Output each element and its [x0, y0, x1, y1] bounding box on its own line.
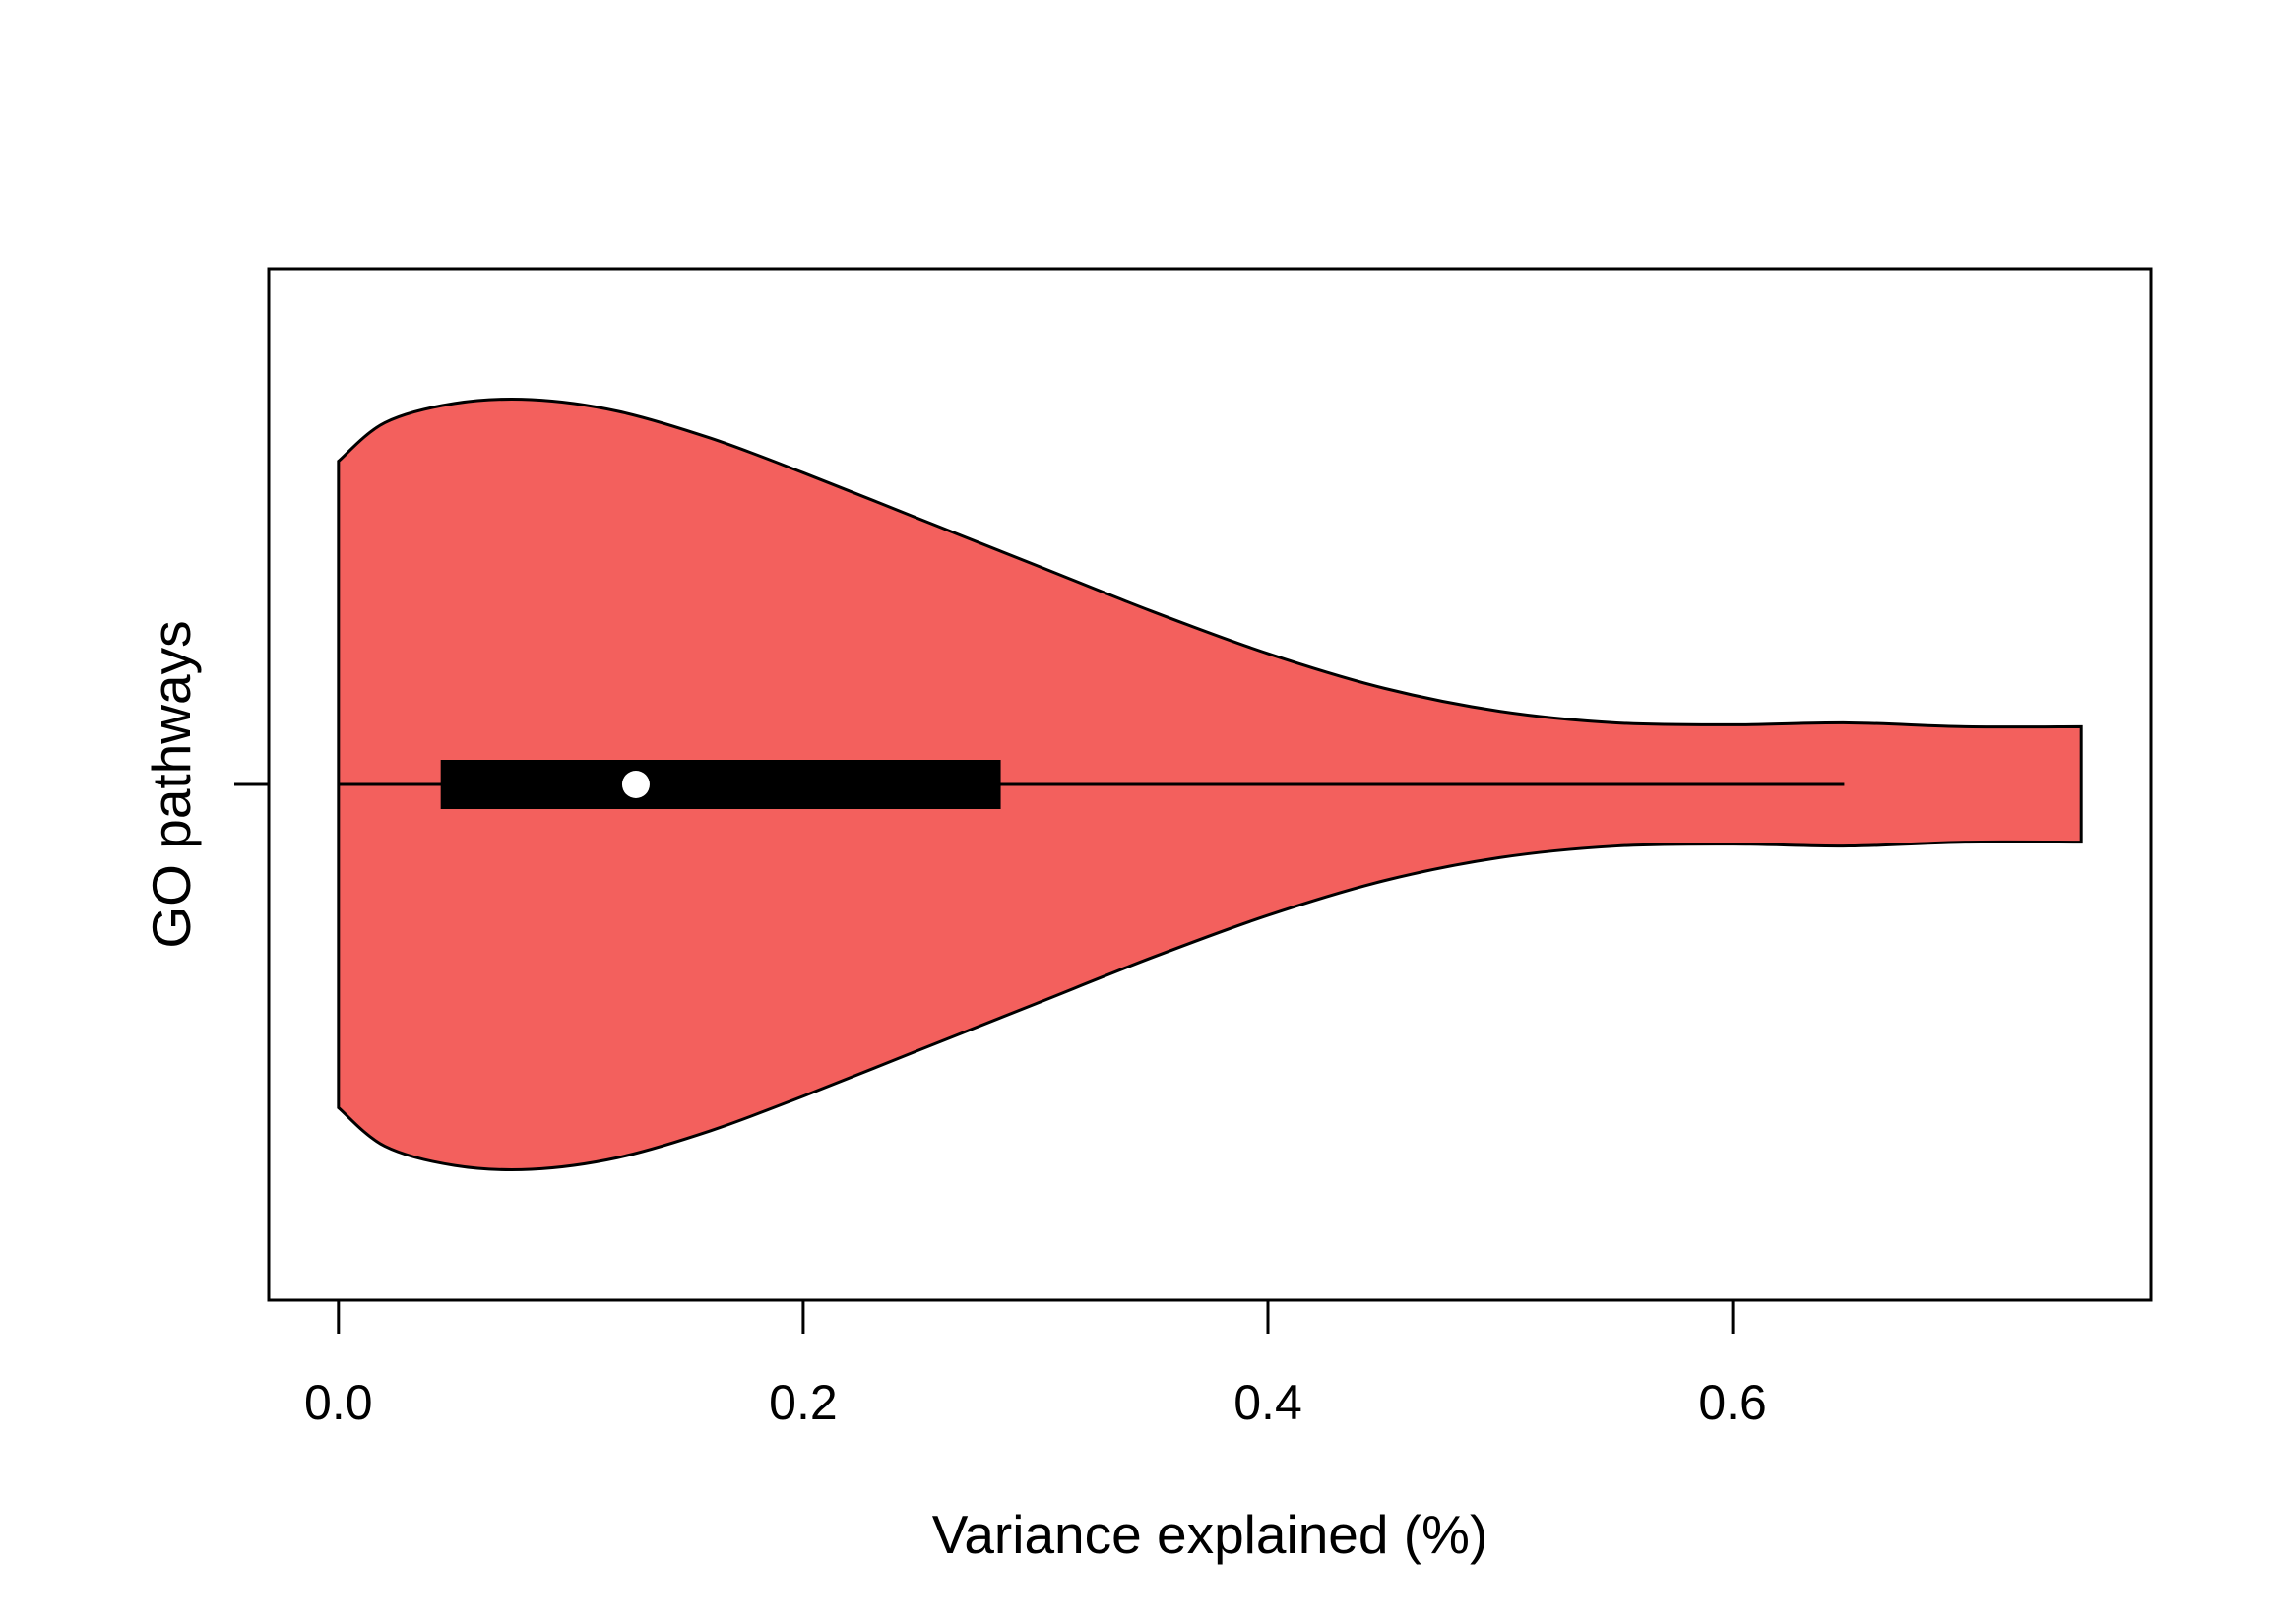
x-tick-label: 0.4 [1233, 1375, 1302, 1430]
x-tick-label: 0.2 [769, 1375, 838, 1430]
x-axis-label: Variance explained (%) [932, 1504, 1488, 1565]
x-tick-label: 0.0 [304, 1375, 373, 1430]
violin-layer [337, 398, 2083, 1171]
median-marker [621, 771, 650, 798]
x-tick-label: 0.6 [1698, 1375, 1767, 1430]
iqr-box [440, 760, 1001, 809]
x-axis: 0.0 0.2 0.4 0.6 [304, 1300, 1767, 1430]
y-axis-label: GO pathways [141, 620, 202, 948]
